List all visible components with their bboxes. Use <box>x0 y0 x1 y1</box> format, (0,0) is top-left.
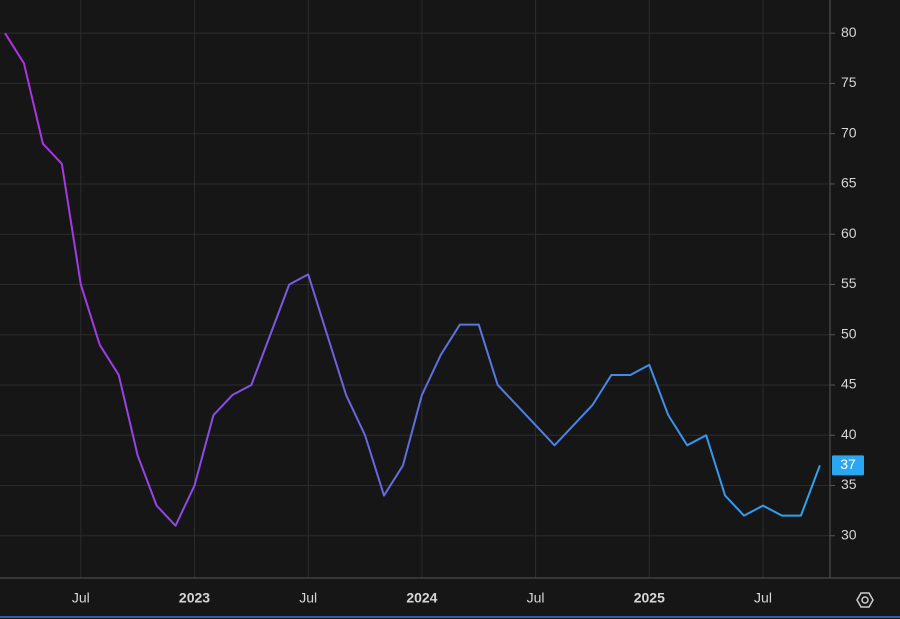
x-tick-label: Jul <box>299 590 317 606</box>
y-tick-label: 75 <box>841 74 857 90</box>
y-tick-label: 80 <box>841 24 857 40</box>
data-line <box>4 32 821 527</box>
x-tick-label: 2025 <box>634 590 665 606</box>
y-tick-label: 35 <box>841 476 857 492</box>
x-tick-label: Jul <box>72 590 90 606</box>
x-tick-label: Jul <box>754 590 772 606</box>
y-tick-label: 45 <box>841 376 857 392</box>
settings-dot <box>861 596 869 604</box>
settings-hexagon <box>856 592 874 608</box>
y-tick-label: 30 <box>841 526 857 542</box>
y-tick-label: 40 <box>841 426 857 442</box>
settings-icon[interactable] <box>856 592 874 608</box>
x-tick-label: Jul <box>527 590 545 606</box>
y-tick-label: 60 <box>841 225 857 241</box>
last-value-box <box>832 455 864 476</box>
y-tick-label: 70 <box>841 124 857 140</box>
y-tick-label: 50 <box>841 325 857 341</box>
last-value-label: 37 <box>840 456 856 472</box>
x-tick-label: 2023 <box>179 590 210 606</box>
x-tick-label: 2024 <box>406 590 437 606</box>
y-tick-label: 55 <box>841 275 857 291</box>
y-tick-label: 65 <box>841 175 857 191</box>
